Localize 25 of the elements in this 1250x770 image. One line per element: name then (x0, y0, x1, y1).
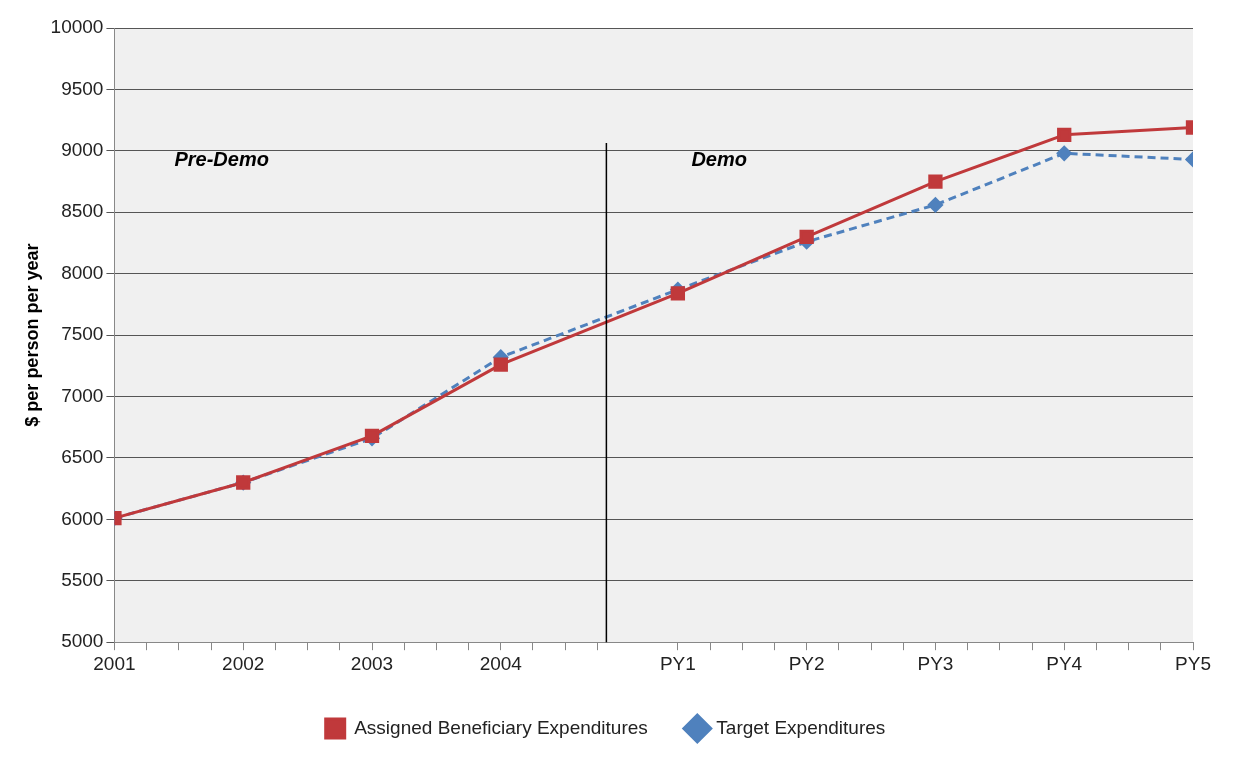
x-tick-label: 2002 (222, 652, 265, 674)
y-tick-label: 7500 (61, 323, 104, 345)
y-tick-label: 8500 (61, 200, 104, 222)
x-tick-label: 2003 (350, 652, 394, 674)
y-tick-label: 10000 (50, 16, 104, 38)
y-tick-label: 9000 (61, 139, 104, 161)
x-tick-label: PY5 (1175, 652, 1211, 674)
x-tick-label: PY3 (917, 652, 954, 674)
y-tick-label: 6500 (61, 446, 104, 468)
x-tick-label: 2004 (479, 652, 523, 674)
y-tick-label: 5500 (61, 569, 104, 591)
y-tick-label: 8000 (61, 261, 104, 283)
y-tick-label: 9500 (61, 77, 104, 99)
x-tick-label: PY1 (659, 652, 696, 674)
x-tick-label: PY2 (788, 652, 825, 674)
legend-label: Target Expenditures (716, 716, 886, 738)
x-tick-label: 2001 (93, 652, 136, 674)
legend-label: Assigned Beneficiary Expenditures (354, 716, 648, 738)
x-tick-label: PY4 (1046, 652, 1083, 674)
y-tick-label: 6000 (61, 507, 104, 529)
annotation: Pre-Demo (174, 147, 269, 170)
y-tick-label: 7000 (61, 384, 104, 406)
y-tick-label: 5000 (61, 630, 104, 652)
annotation: Demo (691, 147, 747, 170)
y-axis-title: $ per person per year (21, 243, 42, 427)
